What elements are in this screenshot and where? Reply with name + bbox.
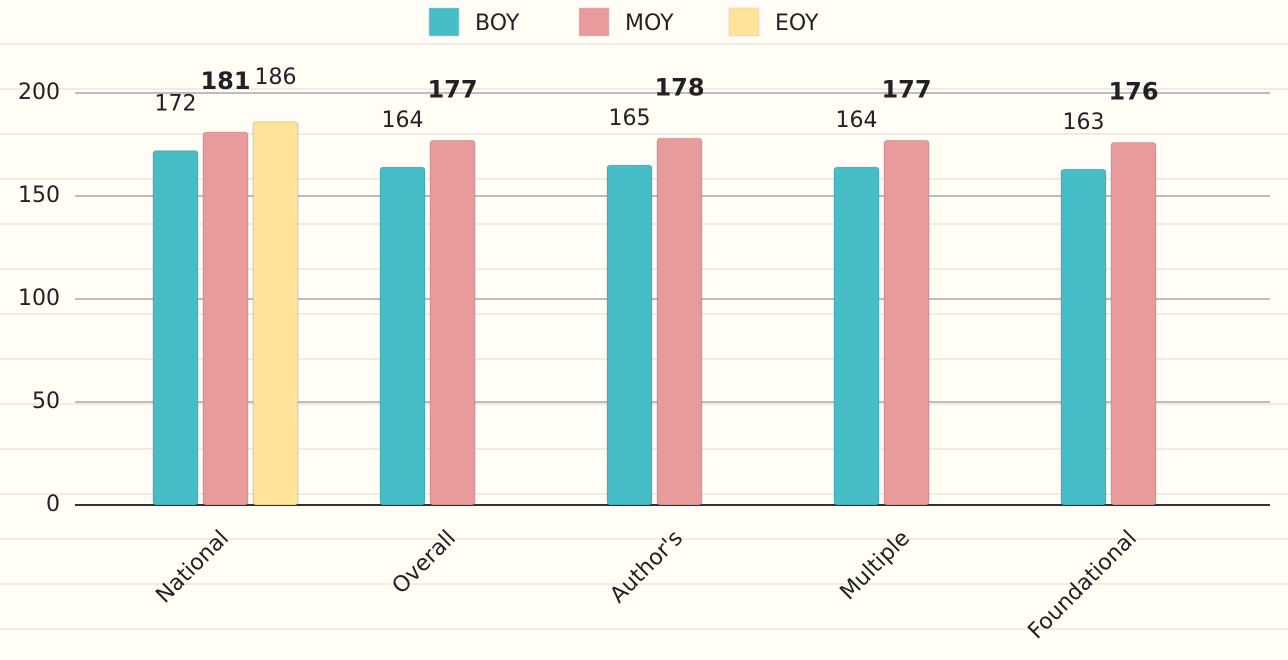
value-label: 163	[1063, 110, 1105, 135]
value-label: 177	[881, 75, 931, 103]
bar	[429, 139, 476, 506]
bar	[252, 121, 299, 506]
value-label: 178	[654, 73, 704, 101]
x-tick-label: Overall	[388, 526, 461, 599]
x-tick-label: Multiple	[836, 526, 915, 605]
bar	[883, 139, 930, 506]
y-tick-label: 200	[18, 80, 60, 105]
bar	[1060, 168, 1107, 506]
value-label: 164	[382, 108, 424, 133]
bar	[606, 164, 653, 506]
y-tick-label: 100	[18, 286, 60, 311]
legend-swatch	[578, 7, 610, 37]
bar	[379, 166, 426, 506]
value-label: 164	[836, 108, 878, 133]
value-label: 172	[155, 92, 197, 117]
value-label: 165	[609, 106, 651, 131]
x-tick-label: Author's	[606, 526, 688, 608]
legend-swatch	[428, 7, 460, 37]
bar	[833, 166, 880, 506]
x-tick-label: Foundational	[1024, 526, 1142, 644]
legend-label: MOY	[625, 11, 674, 36]
y-tick-label: 150	[18, 183, 60, 208]
value-label: 181	[200, 67, 250, 95]
y-tick-label: 50	[32, 389, 60, 414]
bar	[152, 150, 199, 506]
bar	[1110, 141, 1157, 506]
y-tick-label: 0	[46, 492, 60, 517]
value-label: 177	[427, 75, 477, 103]
legend-label: EOY	[775, 11, 819, 36]
value-label: 176	[1108, 77, 1158, 105]
x-tick-label: National	[151, 526, 234, 609]
bar	[202, 131, 249, 506]
legend-label: BOY	[475, 11, 520, 36]
bar	[656, 137, 703, 506]
legend-swatch	[728, 7, 760, 37]
value-label: 186	[255, 65, 297, 90]
